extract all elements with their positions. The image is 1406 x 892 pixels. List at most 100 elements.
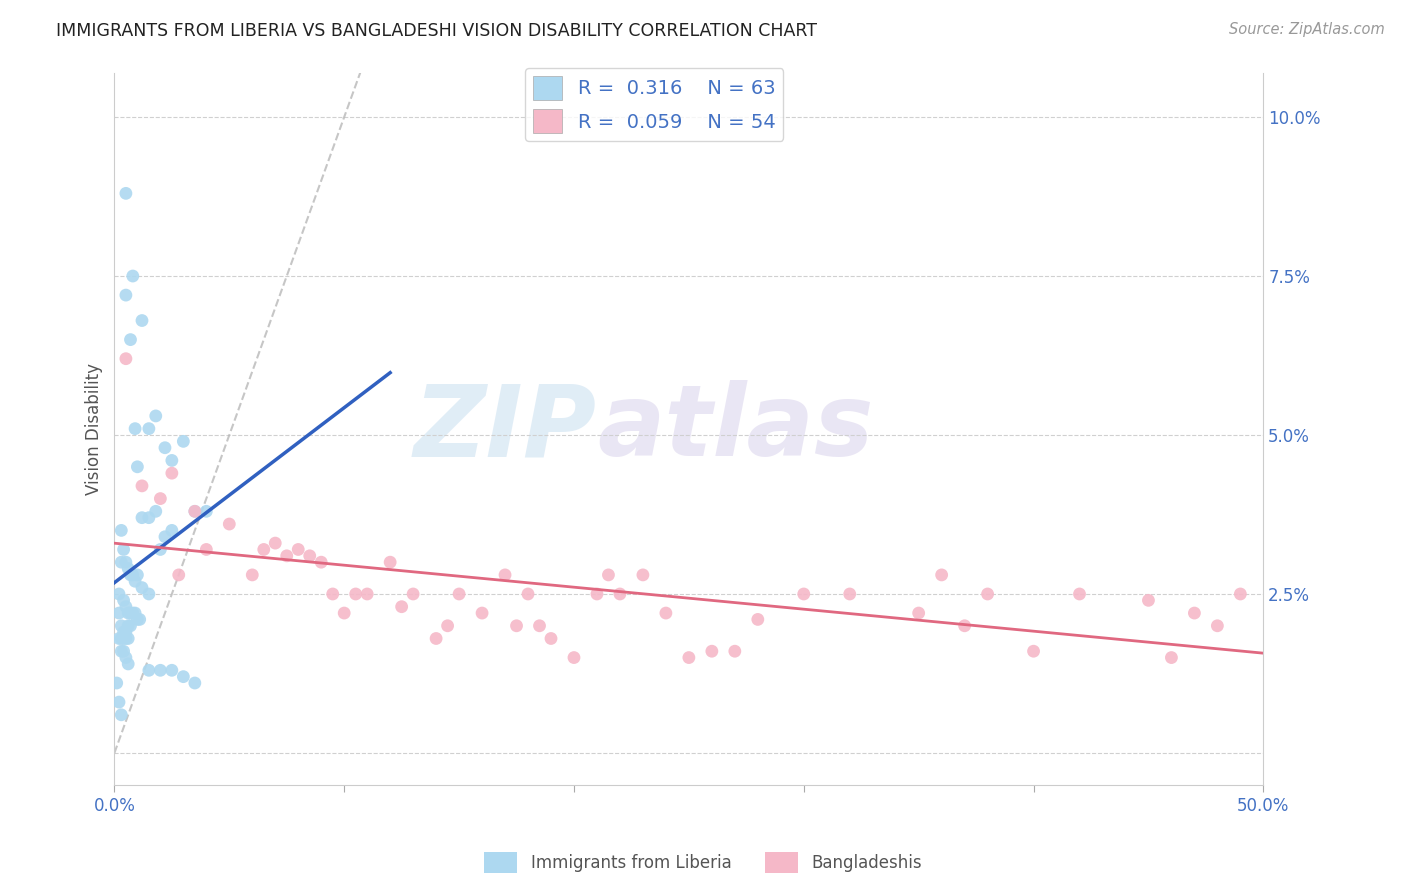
Point [700,644,723,658]
Point [131,581,153,595]
Point [105,676,128,690]
Text: ZIP: ZIP [413,380,598,477]
Point [953,619,976,633]
Point [253,542,276,557]
Point [449,587,471,601]
Point [110,619,132,633]
Point [128,612,150,626]
Point [333,606,356,620]
Point [505,619,527,633]
Point [138,510,160,524]
Point [218,516,240,531]
Point [127,459,149,474]
Point [117,632,139,646]
Point [124,422,146,436]
Point [117,619,139,633]
Point [110,707,132,722]
Point [112,542,135,557]
Point [117,561,139,575]
Point [402,587,425,601]
Point [149,542,172,557]
Point [1229,587,1251,601]
Point [145,409,167,423]
Point [115,650,138,665]
Legend: Immigrants from Liberia, Bangladeshis: Immigrants from Liberia, Bangladeshis [477,846,929,880]
Point [838,587,860,601]
Point [121,268,143,283]
Point [115,555,138,569]
Point [121,568,143,582]
Point [131,510,153,524]
Point [112,632,135,646]
Point [425,632,447,646]
Point [120,606,142,620]
Point [115,625,138,640]
Point [131,313,153,327]
Point [195,504,218,518]
Point [153,441,176,455]
Point [678,650,700,665]
Point [172,670,194,684]
Point [976,587,998,601]
Point [127,568,149,582]
Point [160,524,183,538]
Point [240,568,263,582]
Point [115,288,138,302]
Text: IMMIGRANTS FROM LIBERIA VS BANGLADESHI VISION DISABILITY CORRELATION CHART: IMMIGRANTS FROM LIBERIA VS BANGLADESHI V… [56,22,817,40]
Point [160,466,183,480]
Legend: R =  0.316    N = 63, R =  0.059    N = 54: R = 0.316 N = 63, R = 0.059 N = 54 [526,68,783,141]
Point [110,524,132,538]
Point [1069,587,1091,601]
Point [586,587,609,601]
Point [264,536,287,550]
Point [110,644,132,658]
Point [110,632,132,646]
Point [112,593,135,607]
Point [1206,619,1229,633]
Point [724,644,747,658]
Point [655,606,678,620]
Point [540,632,562,646]
Point [609,587,631,601]
Point [907,606,929,620]
Point [1137,593,1160,607]
Point [112,625,135,640]
Point [184,504,207,518]
Point [1022,644,1045,658]
Point [494,568,516,582]
Point [195,542,218,557]
Point [160,663,183,677]
Point [124,606,146,620]
Point [115,186,138,201]
Point [562,650,585,665]
Point [115,599,138,614]
Point [153,530,176,544]
Point [124,574,146,589]
Point [471,606,494,620]
Point [747,612,769,626]
Point [391,599,413,614]
Point [160,453,183,467]
Point [110,555,132,569]
Point [517,587,540,601]
Point [115,632,138,646]
Point [117,606,139,620]
Point [309,555,332,569]
Point [138,587,160,601]
Point [112,644,135,658]
Point [1184,606,1206,620]
Point [322,587,344,601]
Point [149,663,172,677]
Point [167,568,190,582]
Point [793,587,815,601]
Point [117,657,139,671]
Point [184,504,207,518]
Point [120,619,142,633]
Point [149,491,172,506]
Y-axis label: Vision Disability: Vision Disability [86,363,103,495]
Point [115,351,138,366]
Point [356,587,378,601]
Point [436,619,458,633]
Point [287,542,309,557]
Point [120,333,142,347]
